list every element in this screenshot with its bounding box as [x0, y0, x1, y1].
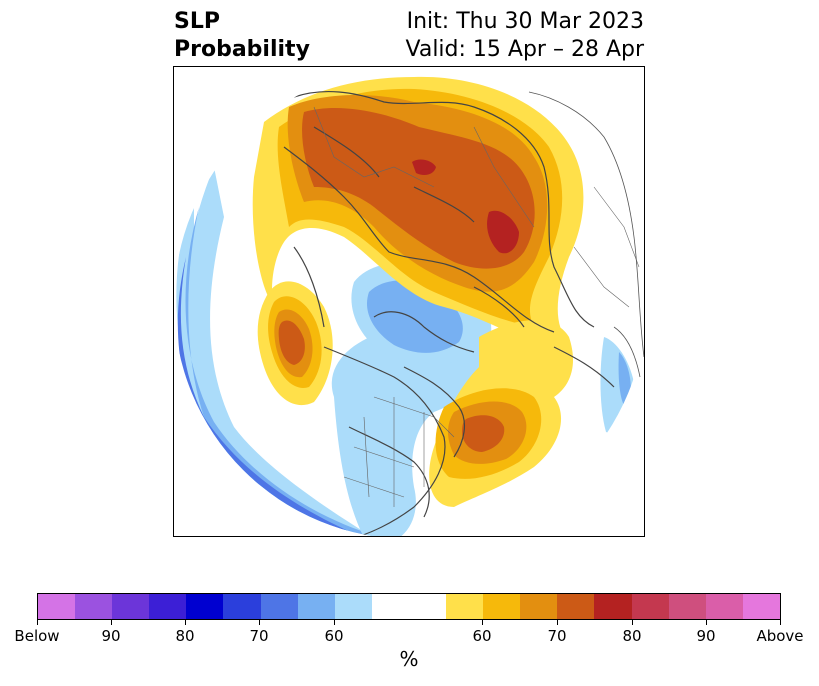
colorbar-swatch — [38, 594, 76, 619]
colorbar-swatch — [112, 594, 150, 619]
colorbar-swatch — [446, 594, 484, 619]
atlantic-above-field-80 — [462, 415, 505, 452]
init-date-label: Init: Thu 30 Mar 2023 — [406, 9, 644, 34]
pacific-below-field-60 — [183, 167, 404, 536]
colorbar-swatch — [742, 594, 780, 619]
colorbar-swatch — [297, 594, 335, 619]
atlantic-below-field-70 — [618, 352, 631, 408]
colorbar-swatch — [223, 594, 261, 619]
colorbar-swatch — [557, 594, 595, 619]
colorbar-units-label: % — [399, 647, 419, 671]
title-product: Probability — [174, 37, 310, 62]
colorbar-tick-label: 60 — [324, 627, 344, 645]
colorbar-tick-mark — [334, 620, 335, 625]
colorbar-swatch — [149, 594, 187, 619]
colorbar-swatch — [705, 594, 743, 619]
colorbar-swatch — [75, 594, 113, 619]
colorbar-tick-mark — [185, 620, 186, 625]
colorbar-swatch — [408, 594, 447, 619]
africa-outline — [528, 91, 644, 378]
colorbar-swatch — [483, 594, 521, 619]
pacific-above-field-80 — [278, 320, 305, 365]
probability-map — [174, 67, 644, 536]
colorbar-swatch — [631, 594, 669, 619]
title-right: Init: Thu 30 Mar 2023 Valid: 15 Apr – 28… — [406, 8, 645, 64]
colorbar-tick-mark — [632, 620, 633, 625]
colorbar-tick-label: 90 — [696, 627, 716, 645]
colorbar — [37, 593, 781, 620]
colorbar-tick-label: Below — [14, 627, 60, 645]
eurasia-above-field-80 — [302, 107, 535, 269]
colorbar-tick-label: 60 — [472, 627, 492, 645]
colorbar-tick-mark — [706, 620, 707, 625]
colorbar-swatch — [668, 594, 706, 619]
colorbar-tick-label: 90 — [101, 627, 121, 645]
colorbar-swatch — [260, 594, 298, 619]
colorbar-swatch — [186, 594, 224, 619]
probability-fields — [174, 67, 644, 536]
colorbar-tick-label: Above — [756, 627, 804, 645]
colorbar-tick-mark — [259, 620, 260, 625]
colorbar-tick-label: 80 — [175, 627, 195, 645]
colorbar-swatch — [334, 594, 372, 619]
europe-above-field-85 — [412, 159, 436, 175]
map-panel — [173, 66, 645, 537]
colorbar-tick-mark — [111, 620, 112, 625]
colorbar-swatch — [594, 594, 632, 619]
valid-period-label: Valid: 15 Apr – 28 Apr — [405, 37, 645, 62]
colorbar-tick-mark — [37, 620, 38, 625]
colorbar-swatch — [520, 594, 558, 619]
colorbar-tick-label: 70 — [547, 627, 567, 645]
namerica-below-field-60 — [331, 326, 491, 536]
colorbar-tick-mark — [780, 620, 781, 625]
colorbar-tick-label: 70 — [249, 627, 269, 645]
colorbar-tick-mark — [482, 620, 483, 625]
title-variable: SLP — [174, 9, 220, 34]
colorbar-tick-label: 80 — [622, 627, 642, 645]
colorbar-tick-mark — [557, 620, 558, 625]
title-left: SLP Probability — [174, 8, 310, 64]
siberia-above-field-85 — [487, 210, 519, 254]
colorbar-swatch — [371, 594, 409, 619]
